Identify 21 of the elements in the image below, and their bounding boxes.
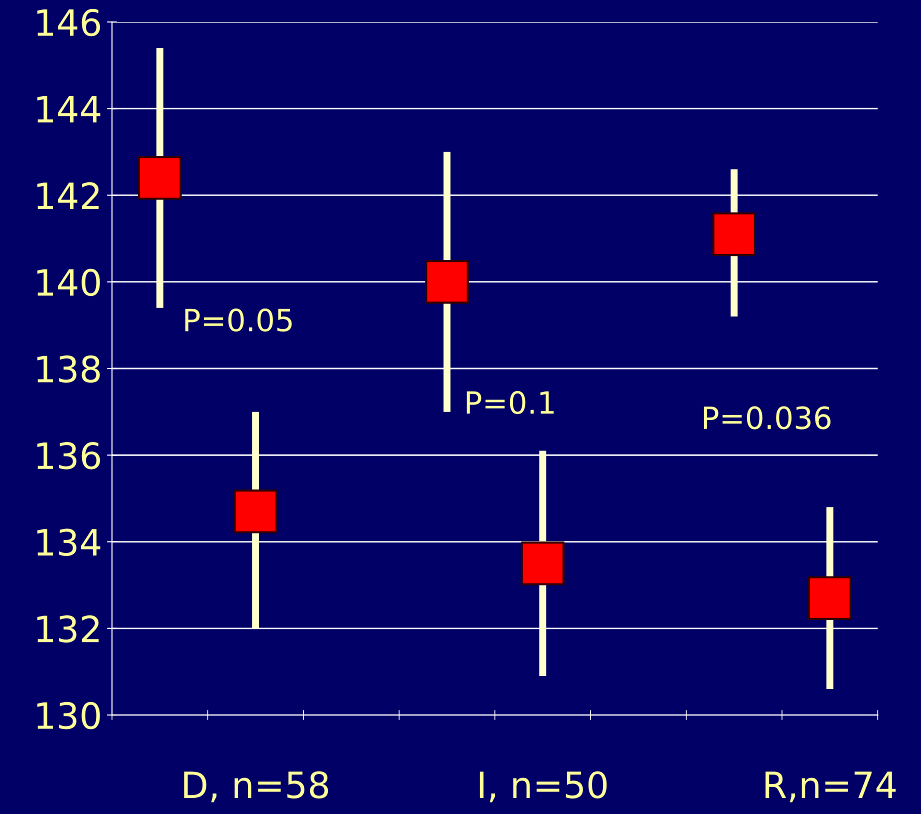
point [425, 260, 469, 304]
annotation: P=0.05 [185, 308, 292, 332]
y-tick-label: 140 [37, 268, 100, 296]
point [234, 490, 278, 534]
x-tick-label: I, n=50 [480, 771, 607, 802]
y-tick-label: 138 [37, 355, 100, 383]
y-tick-label: 142 [37, 182, 99, 209]
point [138, 156, 182, 200]
point [520, 542, 565, 586]
y-tick-label: 136 [37, 442, 100, 470]
y-tick-label: 134 [37, 528, 100, 556]
point [712, 212, 756, 256]
annotation: P=0.036 [704, 406, 831, 430]
x-tick-label: D, n=58 [184, 771, 328, 802]
y-tick-label: 132 [37, 615, 99, 643]
annotation: P=0.1 [466, 390, 554, 414]
x-tick-label: R,n=74 [766, 772, 896, 802]
y-tick-label: 144 [37, 96, 100, 122]
y-tick-label: 130 [37, 702, 100, 730]
point [808, 576, 852, 620]
y-tick-label: 146 [37, 8, 100, 36]
